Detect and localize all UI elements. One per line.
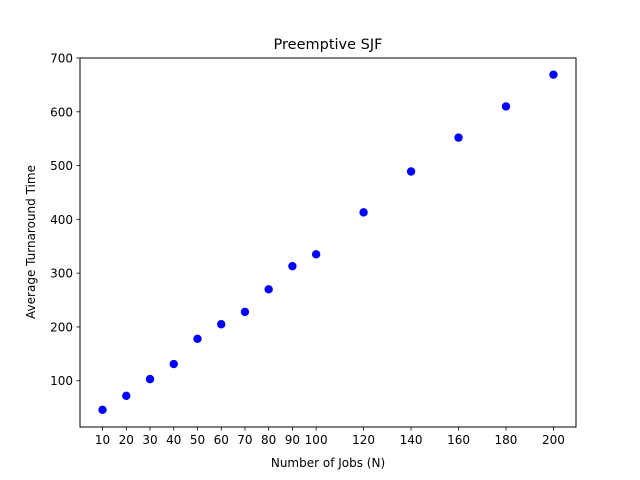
data-point	[145, 374, 155, 384]
data-point	[98, 405, 107, 414]
data-point	[264, 285, 273, 294]
data-point	[501, 102, 511, 111]
x-tick-label: 120	[352, 433, 375, 447]
data-point	[240, 307, 250, 317]
x-tick-label: 140	[400, 433, 423, 447]
x-tick-label: 180	[495, 433, 518, 447]
x-tick-label: 160	[447, 433, 470, 447]
y-tick-label: 500	[50, 159, 73, 173]
y-axis-label: Average Turnaround Time	[24, 165, 38, 319]
data-point	[549, 70, 558, 79]
data-point	[169, 359, 178, 369]
x-tick-label: 60	[214, 433, 229, 447]
x-axis-label: Number of Jobs (N)	[271, 456, 385, 470]
data-point	[193, 334, 202, 343]
y-tick-label: 600	[50, 105, 73, 119]
x-tick-label: 100	[305, 433, 328, 447]
y-tick-label: 200	[50, 320, 73, 334]
data-point	[359, 208, 368, 217]
x-tick-label: 70	[237, 433, 252, 447]
y-tick-label: 700	[50, 52, 73, 66]
x-tick-label: 40	[166, 433, 181, 447]
x-tick-label: 30	[142, 433, 157, 447]
data-point	[288, 261, 297, 271]
x-tick-label: 50	[190, 433, 205, 447]
data-points	[98, 70, 558, 414]
data-point	[122, 391, 131, 401]
x-tick-label: 80	[261, 433, 276, 447]
data-point	[406, 167, 416, 176]
data-point	[311, 250, 321, 259]
data-point	[454, 133, 463, 142]
x-tick-label: 200	[542, 433, 565, 447]
data-point	[217, 320, 226, 329]
y-tick-label: 100	[50, 374, 73, 388]
chart-title: Preemptive SJF	[274, 37, 383, 53]
x-tick-label: 10	[95, 433, 110, 447]
x-tick-label: 90	[285, 433, 300, 447]
y-tick-label: 300	[50, 267, 73, 281]
plot-frame	[79, 57, 577, 428]
axis-ticks: 10 20 30 40 50 60 70 80 90 100 120 140 160 180 200 100 2…	[50, 52, 565, 448]
x-tick-label: 20	[119, 433, 134, 447]
y-tick-label: 400	[50, 213, 73, 227]
